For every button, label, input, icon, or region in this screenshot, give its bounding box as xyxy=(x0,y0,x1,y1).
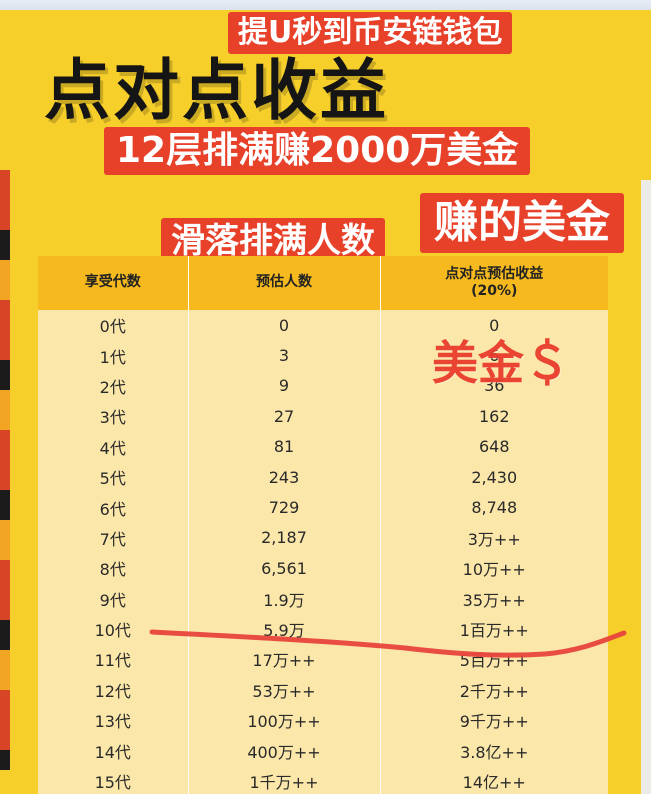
usd-stamp: 美金＄ xyxy=(432,336,570,390)
cell-generation: 7代 xyxy=(38,522,189,554)
table-row: 2代 9 36 xyxy=(38,370,608,402)
cell-earnings: 10万++ xyxy=(462,560,526,580)
cell-earnings: 1百万++ xyxy=(459,621,529,641)
cell-earnings: 6 xyxy=(489,346,500,366)
subtitle-banner: 12层排满赚2000万美金 xyxy=(104,127,531,175)
cell-earnings: 36 xyxy=(484,376,505,396)
table-body: 0代 0 0 1代 3 6 2代 9 36 3代 27 162 4代 81 648 5代 243 2,430 6代 7… xyxy=(38,310,608,794)
table-row: 7代 2,187 3万++ xyxy=(38,522,608,554)
cell-earnings: 9千万++ xyxy=(459,712,529,732)
table-row: 5代 243 2,430 xyxy=(38,461,608,493)
cell-people: 53万++ xyxy=(188,674,381,706)
cell-generation: 6代 xyxy=(38,492,189,523)
cell-earnings: 648 xyxy=(478,437,510,457)
cell-earnings: 3万++ xyxy=(467,529,521,549)
table-row: 13代 100万++ 9千万++ xyxy=(38,705,608,736)
cell-generation: 8代 xyxy=(38,553,189,584)
cell-generation: 2代 xyxy=(38,370,189,402)
earnings-grid: 享受代数 预估人数 点对点预估收益 (20%) 0代 0 0 1代 3 6 2代 9 36 3代 2… xyxy=(38,256,608,794)
cell-people: 2,187 xyxy=(188,522,381,554)
table-header-row: 享受代数 预估人数 点对点预估收益 (20%) xyxy=(38,256,608,310)
cell-earnings: 162 xyxy=(478,406,510,426)
cell-earnings: 35万++ xyxy=(462,590,526,610)
cell-generation: 9代 xyxy=(38,583,189,614)
cell-earnings: 8,748 xyxy=(471,498,518,518)
header-people: 预估人数 xyxy=(188,256,381,310)
table-row: 12代 53万++ 2千万++ xyxy=(38,674,608,706)
earnings-table: 享受代数 预估人数 点对点预估收益 (20%) 0代 0 0 1代 3 6 2代 9 36 3代 2… xyxy=(38,256,608,794)
cell-people: 17万++ xyxy=(188,644,381,675)
cell-earnings: 2,430 xyxy=(471,467,518,487)
cell-generation: 3代 xyxy=(38,401,189,432)
cell-generation: 14代 xyxy=(38,735,189,766)
cell-people: 3 xyxy=(188,340,381,371)
cell-people: 6,561 xyxy=(188,553,381,584)
cell-earnings: 3.8亿++ xyxy=(460,742,529,762)
cell-earnings: 14亿++ xyxy=(462,773,526,793)
header-earnings-label: 点对点预估收益 xyxy=(445,265,544,282)
table-row: 8代 6,561 10万++ xyxy=(38,553,608,584)
cell-people: 0 xyxy=(188,310,381,341)
main-title: 点对点收益 xyxy=(44,52,389,129)
cell-generation: 0代 xyxy=(38,310,189,341)
right-edge-strip xyxy=(641,180,651,794)
cell-generation: 13代 xyxy=(38,705,189,736)
cell-generation: 15代 xyxy=(38,765,189,794)
cell-generation: 10代 xyxy=(38,613,189,645)
header-generation: 享受代数 xyxy=(38,256,189,310)
cell-generation: 4代 xyxy=(38,431,189,462)
cell-generation: 11代 xyxy=(38,644,189,675)
cell-people: 9 xyxy=(188,370,381,402)
cell-generation: 5代 xyxy=(38,461,189,493)
cell-people: 400万++ xyxy=(188,735,381,766)
cell-people: 1.9万 xyxy=(188,583,381,614)
table-row: 0代 0 0 xyxy=(38,310,608,341)
table-row: 1代 3 6 xyxy=(38,340,608,371)
red-underline-stroke xyxy=(149,629,627,658)
table-row: 15代 1千万++ 14亿++ xyxy=(38,765,608,794)
cell-people: 100万++ xyxy=(188,705,381,736)
cell-generation: 12代 xyxy=(38,674,189,706)
top-banner: 提U秒到币安链钱包 xyxy=(228,12,513,54)
cell-people: 729 xyxy=(188,492,381,523)
table-row: 4代 81 648 xyxy=(38,431,608,462)
cell-earnings: 0 xyxy=(489,315,500,335)
table-row: 9代 1.9万 35万++ xyxy=(38,583,608,614)
cell-people: 27 xyxy=(188,401,381,432)
table-row: 3代 27 162 xyxy=(38,401,608,432)
table-row: 14代 400万++ 3.8亿++ xyxy=(38,735,608,766)
header-earnings: 点对点预估收益 (20%) xyxy=(380,256,608,310)
cell-earnings: 2千万++ xyxy=(459,681,529,701)
usd-banner: 赚的美金 xyxy=(420,193,624,253)
cell-people: 243 xyxy=(188,461,381,493)
browser-tab-strip xyxy=(0,0,651,10)
header-earnings-rate: (20%) xyxy=(471,283,518,299)
cell-people: 1千万++ xyxy=(188,765,381,794)
table-row: 6代 729 8,748 xyxy=(38,492,608,523)
cell-people: 81 xyxy=(188,431,381,462)
left-edge-strip xyxy=(0,170,10,770)
cell-generation: 1代 xyxy=(38,340,189,371)
